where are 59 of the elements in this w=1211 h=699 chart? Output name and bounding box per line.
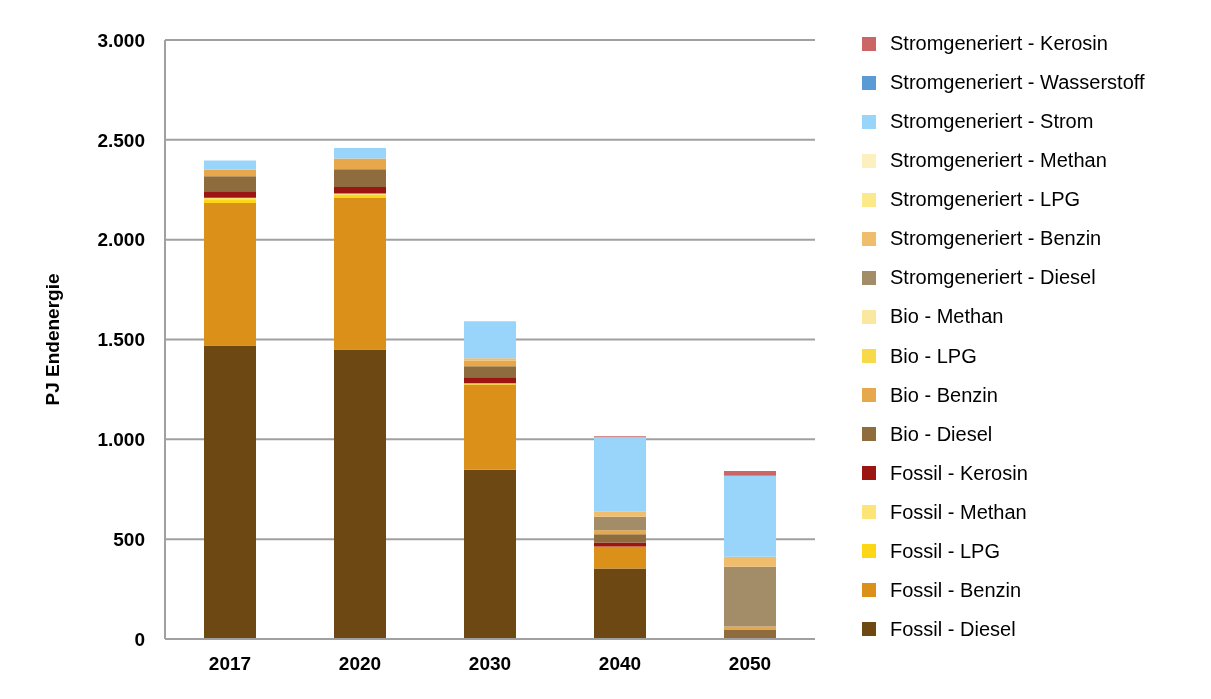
bar [334,148,386,159]
bar [334,158,386,170]
x-tick-label: 2040 [598,653,642,675]
legend-label: Bio - Benzin [890,383,998,407]
y-axis-title: PJ Endenergie [41,273,63,406]
y-tick-label: 0 [134,628,145,650]
bar [204,345,256,639]
y-tick-label: 500 [113,528,145,550]
bar [724,556,776,567]
bar [464,321,516,359]
bar [334,197,386,350]
bar [464,366,516,378]
bar [204,202,256,346]
y-tick-label: 3.000 [97,29,145,51]
legend-label: Fossil - Kerosin [890,461,1028,485]
bar [464,384,516,470]
y-tick-label: 1.000 [97,429,145,451]
bar [594,534,646,543]
legend-label: Stromgeneriert - LPG [890,188,1081,212]
bar [464,469,516,639]
legend-label: Fossil - Methan [890,500,1027,524]
bar [204,191,256,198]
legend-label: Stromgeneriert - Wasserstoff [890,71,1145,95]
legend-label: Stromgeneriert - Benzin [890,227,1102,251]
y-tick-label: 1.500 [97,329,145,351]
bar [594,530,646,535]
legend-label: Fossil - Benzin [890,578,1022,602]
bar [594,516,646,531]
bar [464,358,516,361]
bar [594,511,646,517]
bar [334,186,386,194]
legend-label: Bio - Diesel [890,422,993,446]
bar [204,160,256,170]
bar [334,349,386,639]
bar [724,566,776,627]
bar [464,377,516,384]
x-tick-label: 2030 [468,653,512,675]
bar [204,176,256,192]
x-tick-label: 2020 [338,653,382,675]
bar [724,475,776,557]
bar [594,546,646,569]
legend-label: Stromgeneriert - Strom [890,110,1094,134]
bar [594,568,646,639]
legend-label: Fossil - LPG [890,539,1001,563]
bar [204,169,256,177]
bar [594,437,646,512]
legend-label: Bio - Methan [890,305,1004,329]
legend-label: Bio - LPG [890,344,977,368]
x-tick-label: 2050 [728,653,772,675]
y-tick-label: 2.000 [97,229,145,251]
bar [334,169,386,187]
bar [724,470,776,476]
legend-label: Fossil - Diesel [890,617,1016,641]
x-tick-label: 2017 [208,653,252,675]
bar [594,542,646,547]
legend-label: Stromgeneriert - Kerosin [890,32,1108,56]
legend-label: Stromgeneriert - Methan [890,149,1107,173]
legend-label: Stromgeneriert - Diesel [890,266,1096,290]
y-tick-label: 2.500 [97,129,145,151]
